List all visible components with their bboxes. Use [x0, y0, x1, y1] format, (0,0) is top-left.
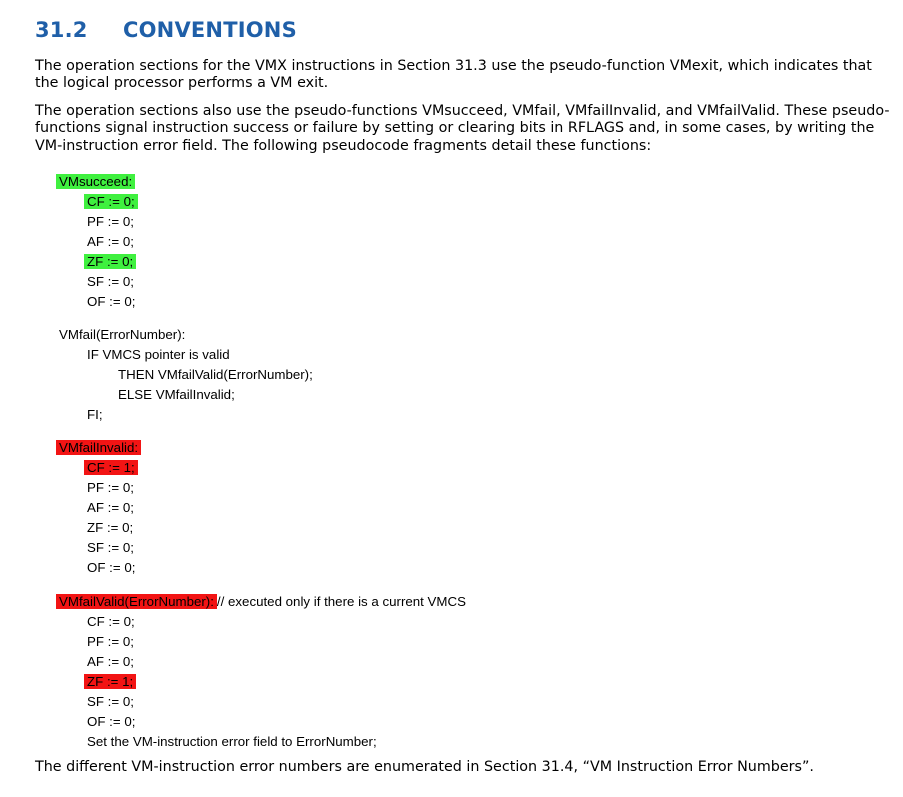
- vmfail-else-line: ELSE VMfailInvalid;: [118, 387, 235, 402]
- error-numbers-paragraph: The different VM-instruction error numbe…: [35, 759, 814, 775]
- vmsucceed-header: VMsucceed:: [56, 172, 136, 192]
- vmsucceed-af-line: AF := 0;: [87, 234, 134, 249]
- vmfailinvalid-af-line: AF := 0;: [87, 500, 134, 515]
- vmsucceed-of-line: OF := 0;: [87, 294, 136, 309]
- vmsucceed-sf-line: SF := 0;: [87, 274, 134, 289]
- vmfail-then-line: THEN VMfailValid(ErrorNumber);: [118, 367, 313, 382]
- vmfailvalid-zf-line: ZF := 1;: [84, 672, 137, 692]
- vmfailinvalid-cf-line: CF := 1;: [84, 458, 138, 478]
- vmsucceed-pf-line: PF := 0;: [87, 214, 134, 229]
- vmsucceed-cf-line: CF := 0;: [84, 192, 138, 212]
- vmfailinvalid-of-line: OF := 0;: [87, 560, 136, 575]
- vmsucceed-zf-line: ZF := 0;: [84, 252, 137, 272]
- section-title: CONVENTIONS: [123, 18, 297, 42]
- vmfailvalid-of-line: OF := 0;: [87, 714, 136, 729]
- vmfailvalid-comment: // executed only if there is a current V…: [216, 594, 466, 609]
- section-number: 31.2: [35, 18, 88, 42]
- vmfailinvalid-header: VMfailInvalid:: [56, 438, 142, 458]
- vmfail-if-line: IF VMCS pointer is valid: [87, 347, 230, 362]
- section-heading: 31.2 CONVENTIONS: [35, 18, 297, 42]
- vmfailvalid-af-line: AF := 0;: [87, 654, 134, 669]
- vmfailinvalid-pf-line: PF := 0;: [87, 480, 134, 495]
- vmfailvalid-set-error-line: Set the VM-instruction error field to Er…: [87, 734, 377, 749]
- vmfailinvalid-zf-line: ZF := 0;: [87, 520, 134, 535]
- intro-paragraph: The operation sections for the VMX instr…: [35, 58, 872, 92]
- vmfailinvalid-sf-line: SF := 0;: [87, 540, 134, 555]
- vmfailvalid-header: VMfailValid(ErrorNumber):// executed onl…: [56, 592, 466, 612]
- pseudo-functions-paragraph: The operation sections also use the pseu…: [35, 103, 890, 154]
- vmfail-header: VMfail(ErrorNumber):: [59, 327, 186, 342]
- vmfailvalid-sf-line: SF := 0;: [87, 694, 134, 709]
- vmfailvalid-cf-line: CF := 0;: [87, 614, 135, 629]
- vmfailvalid-pf-line: PF := 0;: [87, 634, 134, 649]
- vmfail-fi-line: FI;: [87, 407, 103, 422]
